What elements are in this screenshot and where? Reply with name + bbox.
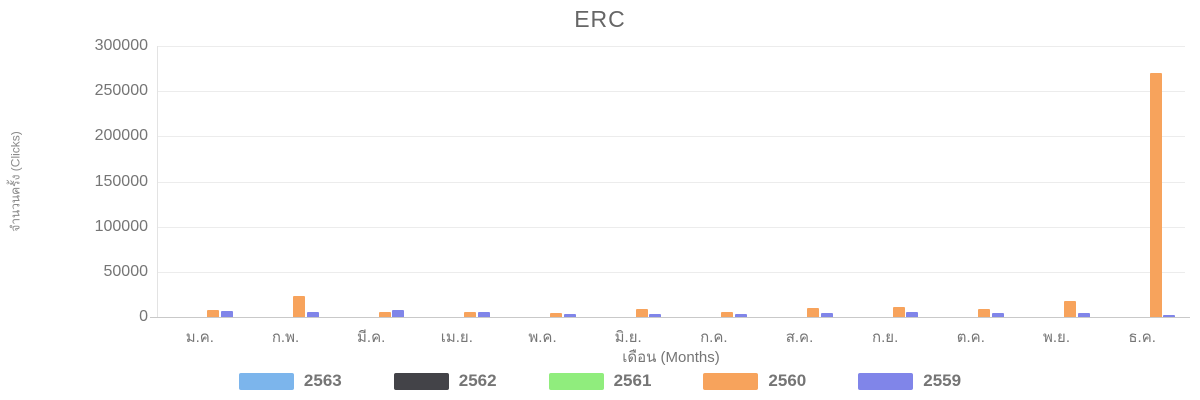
bar-2559-ส.ค. (820, 312, 833, 317)
legend-swatch-2561 (548, 372, 604, 390)
bar-2559-ม.ค. (220, 310, 233, 317)
gridline (157, 181, 1185, 183)
bar-2559-ธ.ค. (1163, 315, 1176, 317)
legend-label: 2562 (458, 371, 497, 390)
y-tick-label: 100000 (94, 217, 148, 235)
gridline (157, 46, 1185, 47)
gridline (157, 91, 1185, 93)
bar-2559-ก.พ. (306, 312, 319, 317)
plot-area (157, 46, 1185, 317)
bar-2559-ต.ค. (991, 313, 1004, 317)
y-tick-label: 300000 (94, 37, 148, 54)
bar-2559-พ.ค. (563, 314, 576, 317)
bar-2560-ก.พ. (293, 296, 305, 317)
legend-swatch-2562 (393, 372, 449, 390)
legend: 2563 2562 2561 2560 2559 (0, 368, 1200, 394)
legend-item-2562[interactable]: 2562 (393, 371, 497, 391)
bar-2560-ม.ค. (207, 309, 220, 317)
x-tick-label: มี.ค. (357, 329, 386, 346)
y-axis-line (157, 46, 158, 317)
bar-2560-พ.ค. (550, 312, 562, 317)
bar-2559-พ.ย. (1077, 313, 1090, 317)
y-tick-label: 50000 (103, 262, 149, 280)
gridline (157, 226, 1185, 228)
gridline (157, 271, 1185, 273)
bar-2560-ส.ค. (807, 308, 819, 317)
x-tick-label: ก.ย. (872, 329, 899, 346)
x-tick-label: ส.ค. (785, 329, 814, 346)
x-tick-label: ธ.ค. (1128, 329, 1156, 346)
bar-2559-มี.ค. (392, 310, 405, 317)
legend-swatch-2560 (703, 372, 759, 390)
x-tick-label: มิ.ย. (614, 329, 642, 346)
x-tick-label: เม.ย. (440, 329, 473, 346)
legend-item-2561[interactable]: 2561 (548, 371, 652, 391)
bar-2559-ก.ย. (906, 312, 919, 317)
bar-2559-ก.ค. (734, 314, 747, 317)
x-tick-label: ก.ค. (700, 329, 728, 346)
legend-item-2559[interactable]: 2559 (858, 371, 961, 391)
bar-2560-มี.ค. (378, 312, 391, 317)
legend-label: 2561 (613, 371, 652, 390)
bar-2559-มิ.ย. (649, 314, 662, 317)
legend-label: 2563 (303, 371, 342, 390)
bar-2559-เม.ย. (477, 312, 490, 317)
legend-swatch-2563 (238, 372, 294, 390)
x-tick-label: ต.ค. (956, 329, 985, 346)
x-tick-label: พ.ค. (528, 329, 557, 346)
legend-item-2563[interactable]: 2563 (238, 371, 342, 391)
legend-item-2560[interactable]: 2560 (703, 371, 806, 391)
x-tick-label: ม.ค. (185, 329, 214, 346)
bar-2560-ธ.ค. (1149, 73, 1162, 317)
x-axis-line (150, 317, 1190, 318)
bar-2560-ก.ย. (892, 307, 905, 317)
y-axis-title: จำนวนครั้ง (Clicks) (8, 131, 23, 232)
x-axis-title: เดือน (Months) (622, 349, 720, 366)
x-tick-label: ก.พ. (271, 329, 300, 346)
bar-2560-มิ.ย. (635, 309, 648, 317)
bar-2560-พ.ย. (1064, 300, 1076, 317)
y-tick-label: 250000 (94, 82, 148, 100)
x-tick-label: พ.ย. (1042, 329, 1070, 346)
bar-2560-ก.ค. (721, 312, 734, 317)
chart-title: ERC (574, 6, 626, 32)
gridline (157, 136, 1185, 138)
legend-label: 2560 (768, 371, 807, 390)
legend-swatch-2559 (858, 372, 914, 390)
y-tick-label: 200000 (94, 127, 148, 145)
legend-label: 2559 (923, 371, 962, 390)
y-tick-label: 150000 (94, 172, 148, 190)
bar-2560-เม.ย. (464, 312, 477, 317)
bar-2560-ต.ค. (978, 308, 991, 317)
y-tick-label: 0 (139, 308, 148, 325)
